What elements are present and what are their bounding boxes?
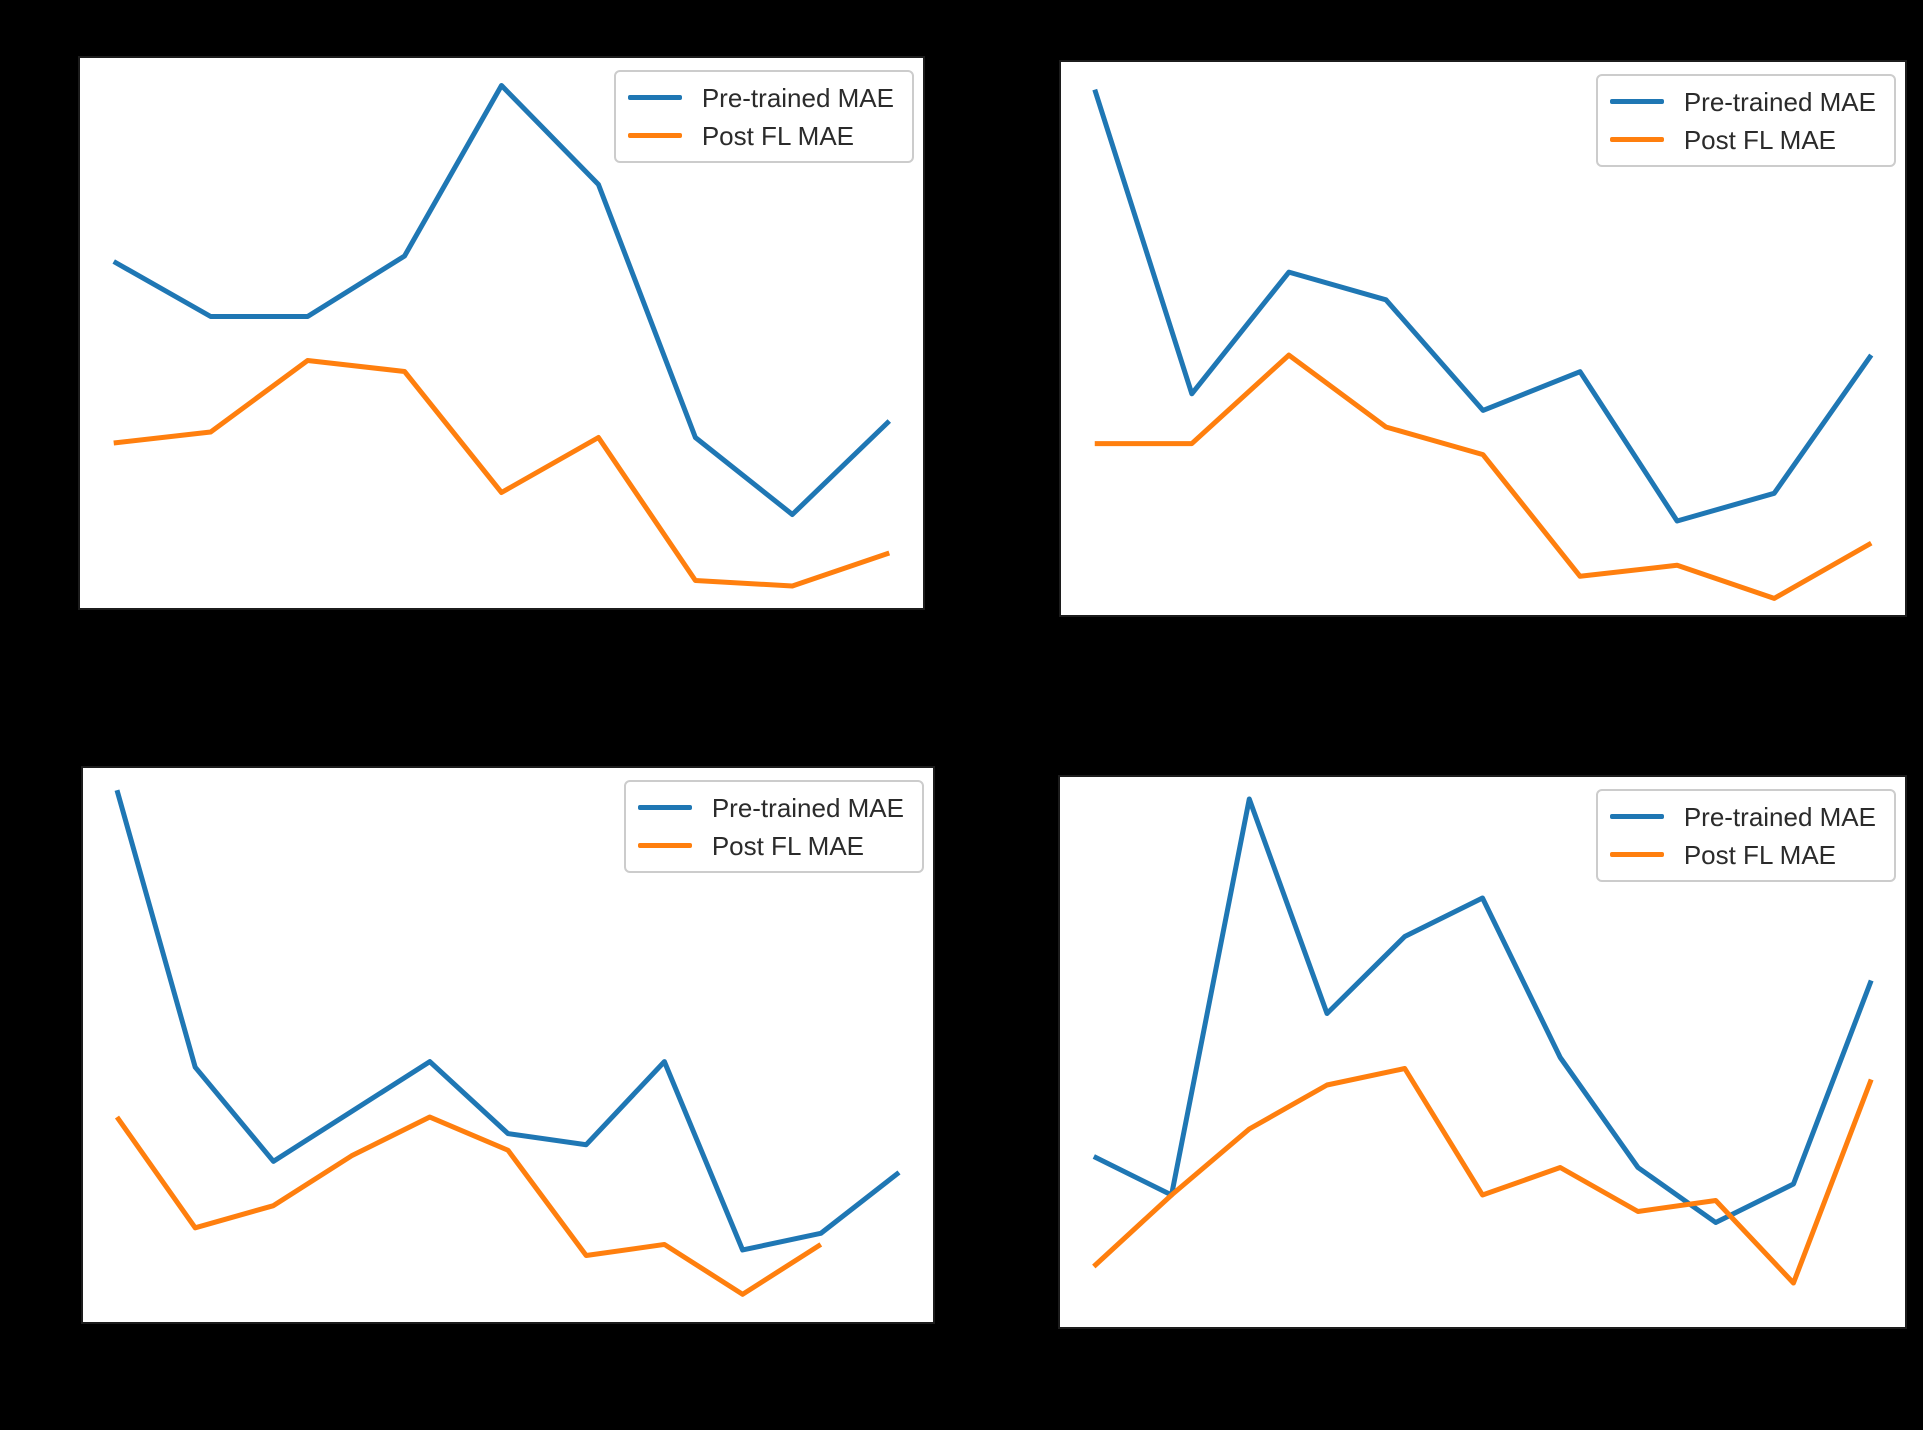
legend-label: Post FL MAE xyxy=(1683,124,1837,155)
legend-entry: Pre-trained MAE xyxy=(1609,85,1876,118)
subplot-top-right: Pre-trained MAE Post FL MAE xyxy=(1059,60,1907,617)
subplot-bottom-right: Pre-trained MAE Post FL MAE xyxy=(1058,775,1907,1329)
legend-line-sample xyxy=(1609,814,1664,819)
legend-line-sample xyxy=(1609,852,1664,857)
legend-entry: Post FL MAE xyxy=(1609,838,1876,871)
legend-entry: Pre-trained MAE xyxy=(637,791,904,824)
legend-label: Pre-trained MAE xyxy=(711,792,904,823)
legend-line-sample xyxy=(1609,99,1664,104)
legend-label: Post FL MAE xyxy=(711,830,865,861)
legend-label: Post FL MAE xyxy=(1683,839,1837,870)
series-line-post-fl-mae xyxy=(117,1117,821,1294)
legend-line-sample xyxy=(627,133,682,138)
series-line-pretrained-mae xyxy=(114,86,890,515)
legend-label: Post FL MAE xyxy=(701,120,855,151)
legend-entry: Post FL MAE xyxy=(627,119,894,152)
legend-label: Pre-trained MAE xyxy=(1683,86,1876,117)
series-line-pretrained-mae xyxy=(117,790,899,1250)
legend-line-sample xyxy=(1609,137,1664,142)
line-plot-bottom-right xyxy=(1060,777,1905,1327)
legend-line-sample xyxy=(637,843,692,848)
series-line-post-fl-mae xyxy=(114,361,890,587)
series-line-post-fl-mae xyxy=(1094,1069,1871,1284)
series-line-pretrained-mae xyxy=(1095,90,1871,521)
legend-entry: Pre-trained MAE xyxy=(627,81,894,114)
legend-line-sample xyxy=(627,95,682,100)
legend-label: Pre-trained MAE xyxy=(1683,801,1876,832)
series-line-post-fl-mae xyxy=(1095,355,1871,598)
legend-label: Pre-trained MAE xyxy=(701,82,894,113)
legend: Pre-trained MAE Post FL MAE xyxy=(623,780,924,873)
legend-line-sample xyxy=(637,805,692,810)
legend: Pre-trained MAE Post FL MAE xyxy=(613,70,914,163)
subplot-bottom-left: Pre-trained MAE Post FL MAE xyxy=(81,766,935,1324)
series-line-pretrained-mae xyxy=(1094,799,1871,1223)
legend-entry: Post FL MAE xyxy=(637,829,904,862)
line-plot-top-left xyxy=(80,58,923,608)
line-plot-top-right xyxy=(1061,62,1905,615)
legend-entry: Pre-trained MAE xyxy=(1609,800,1876,833)
line-plot-bottom-left xyxy=(83,768,933,1322)
subplot-top-left: Pre-trained MAE Post FL MAE xyxy=(78,56,925,610)
legend: Pre-trained MAE Post FL MAE xyxy=(1595,74,1896,167)
legend: Pre-trained MAE Post FL MAE xyxy=(1595,789,1896,882)
legend-entry: Post FL MAE xyxy=(1609,123,1876,156)
